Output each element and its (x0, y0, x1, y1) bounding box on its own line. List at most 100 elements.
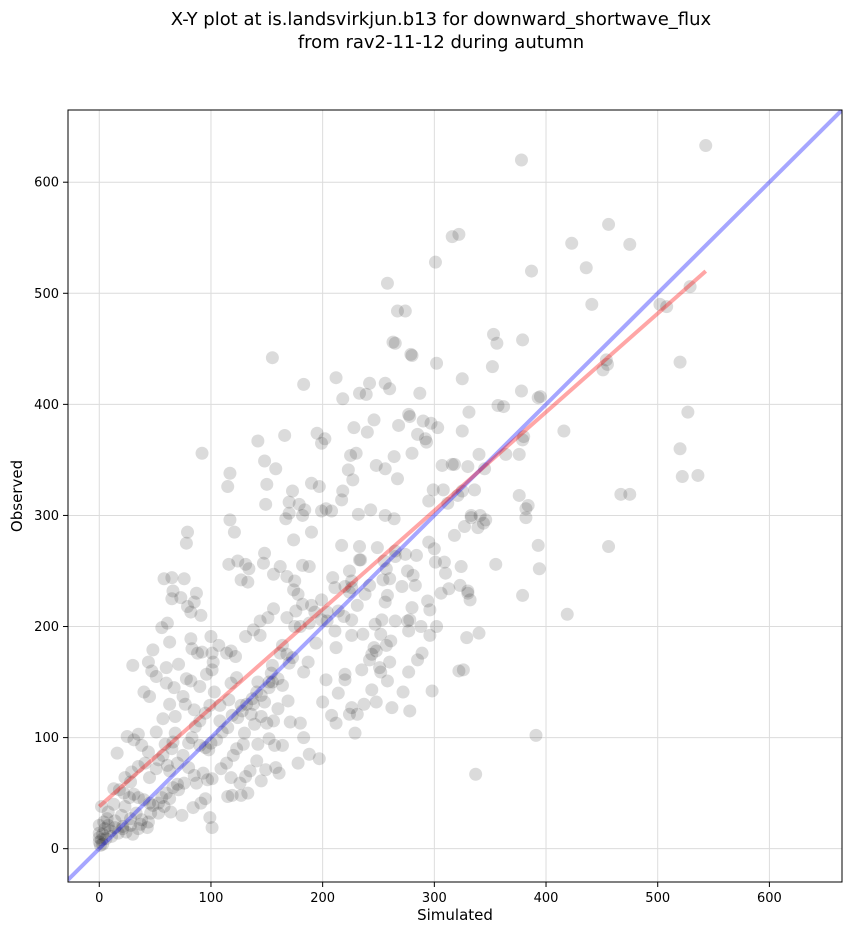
data-point (198, 706, 212, 720)
data-point (99, 832, 113, 846)
data-point (229, 650, 243, 664)
data-point (108, 814, 122, 828)
data-point (163, 792, 177, 806)
data-point (579, 261, 593, 275)
data-point (96, 837, 110, 851)
data-point (426, 483, 440, 497)
data-point (149, 725, 163, 739)
data-point (230, 742, 244, 756)
data-point (111, 826, 125, 840)
data-point (199, 667, 213, 681)
data-point (383, 382, 397, 396)
data-point (312, 752, 326, 766)
data-point (214, 762, 228, 776)
data-point (259, 763, 273, 777)
data-point (177, 776, 191, 790)
data-point (116, 819, 130, 833)
data-point (351, 507, 365, 521)
data-point (388, 336, 402, 350)
data-point (273, 646, 287, 660)
data-point (302, 616, 316, 630)
data-point (253, 628, 267, 642)
data-point (151, 806, 165, 820)
x-tick-label: 400 (534, 891, 559, 906)
data-point (442, 582, 456, 596)
x-tick-label: 200 (310, 891, 335, 906)
data-point (380, 276, 394, 290)
data-point (135, 813, 149, 827)
data-point (198, 792, 212, 806)
data-point (126, 827, 140, 841)
data-point (402, 624, 416, 638)
data-point (188, 719, 202, 733)
data-point (202, 743, 216, 757)
data-point (267, 714, 281, 728)
data-point (196, 766, 210, 780)
data-point (461, 586, 475, 600)
data-point (420, 435, 434, 449)
data-point (141, 655, 155, 669)
data-point (345, 574, 359, 588)
data-point (92, 826, 106, 840)
data-point (166, 584, 180, 598)
data-point (230, 671, 244, 685)
data-point (455, 484, 469, 498)
data-point (242, 562, 256, 576)
data-point (296, 597, 310, 611)
data-point (453, 578, 467, 592)
data-point (368, 617, 382, 631)
data-point (280, 611, 294, 625)
data-point (476, 516, 490, 530)
data-point (387, 512, 401, 526)
data-point (462, 405, 476, 419)
data-point (297, 665, 311, 679)
data-point (170, 777, 184, 791)
data-point (92, 835, 106, 849)
data-point (235, 704, 249, 718)
data-point (137, 685, 151, 699)
data-point (144, 806, 158, 820)
data-point (516, 333, 530, 347)
data-point (421, 594, 435, 608)
data-point (319, 673, 333, 687)
data-point (92, 831, 106, 845)
data-point (159, 786, 173, 800)
data-point (304, 476, 318, 490)
data-point (205, 772, 219, 786)
data-point (262, 681, 276, 695)
data-point (325, 504, 339, 518)
data-point (424, 416, 438, 430)
data-point (602, 540, 616, 554)
data-point (353, 386, 367, 400)
data-point (95, 833, 109, 847)
data-point (231, 554, 245, 568)
data-point (187, 768, 201, 782)
data-point (457, 520, 471, 534)
data-point (205, 663, 219, 677)
data-point (298, 503, 312, 517)
data-point (203, 811, 217, 825)
data-point (251, 434, 265, 448)
data-point (353, 540, 367, 554)
data-point (285, 651, 299, 665)
data-point (455, 424, 469, 438)
data-point (600, 357, 614, 371)
data-point (355, 663, 369, 677)
data-point (349, 446, 363, 460)
data-point (365, 683, 379, 697)
data-point (156, 712, 170, 726)
data-point (138, 756, 152, 770)
data-point (398, 304, 412, 318)
data-point (557, 424, 571, 438)
data-point (422, 535, 436, 549)
data-point (315, 436, 329, 450)
data-point (222, 693, 236, 707)
data-point (660, 300, 674, 314)
data-point (681, 405, 695, 419)
data-point (310, 426, 324, 440)
data-point (207, 685, 221, 699)
data-point (437, 555, 451, 569)
data-point (363, 578, 377, 592)
data-point (320, 605, 334, 619)
data-point (413, 386, 427, 400)
